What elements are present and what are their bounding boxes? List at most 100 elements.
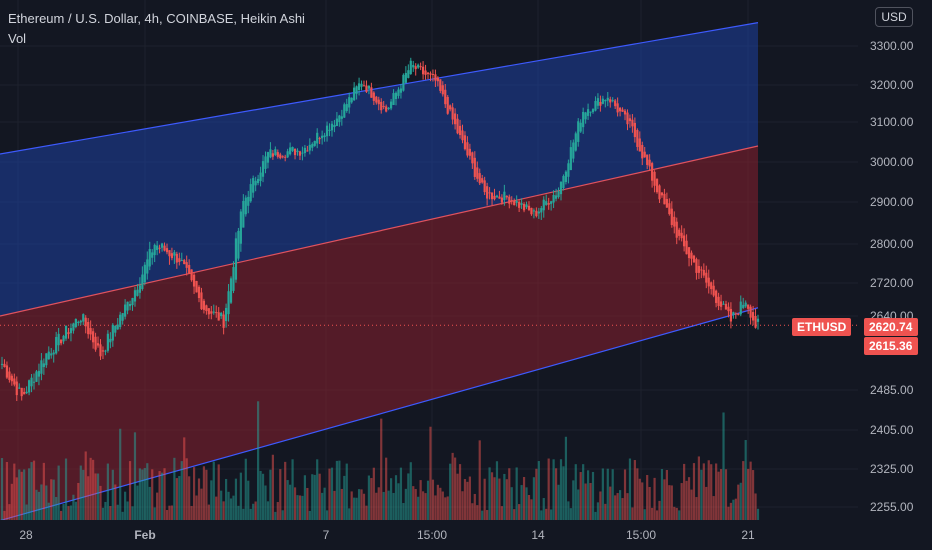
candle-body — [542, 199, 545, 211]
candle-body — [79, 320, 82, 323]
candle-body — [596, 98, 600, 106]
time-axis-bg — [0, 520, 932, 550]
candle-body — [148, 249, 151, 267]
candle-body — [343, 104, 346, 118]
volume-bar — [119, 428, 122, 520]
candle-body — [574, 133, 577, 151]
volume-bar — [601, 468, 604, 520]
candle-body — [269, 149, 272, 158]
volume-bar — [702, 463, 705, 520]
channel-lower-band — [0, 146, 758, 521]
volume-bar — [643, 509, 646, 520]
volume-bar — [244, 458, 247, 520]
channel-middle-line — [0, 145, 759, 317]
candle-body — [138, 285, 142, 293]
volume-bar — [124, 491, 127, 520]
candle-body — [441, 85, 444, 95]
candle-body — [532, 210, 536, 212]
volume-bar — [594, 511, 597, 520]
volume-indicator-label[interactable]: Vol — [8, 31, 27, 46]
volume-bar — [412, 486, 415, 520]
candle-body — [222, 314, 225, 328]
candle-body — [490, 192, 494, 200]
candle-body — [399, 88, 403, 93]
volume-bar — [742, 461, 745, 520]
candle-body — [158, 247, 161, 249]
volume-bar — [493, 477, 496, 520]
candle-body — [151, 252, 154, 258]
volume-bar — [409, 462, 412, 520]
candle-body — [488, 192, 491, 194]
candle-body — [525, 204, 528, 208]
symbol-title[interactable]: Ethereum / U.S. Dollar, 4h, COINBASE, He… — [8, 11, 305, 26]
price-tick-label: 2900.00 — [870, 195, 914, 209]
candle-body — [518, 201, 521, 208]
volume-bar — [264, 485, 267, 520]
candle-body — [25, 391, 28, 394]
candle-body — [562, 176, 565, 189]
volume-bar — [446, 496, 449, 520]
candle-body — [77, 321, 80, 324]
candle-body — [249, 184, 252, 202]
volume-bar — [429, 426, 432, 520]
candle-body — [582, 111, 585, 128]
candle-body — [284, 156, 287, 158]
volume-bar — [316, 459, 319, 520]
volume-bar — [0, 458, 4, 520]
candle-body — [200, 292, 203, 310]
volume-bar — [47, 502, 50, 520]
volume-bar — [486, 510, 489, 520]
time-tick-label: 14 — [531, 528, 545, 542]
candle-body — [527, 205, 531, 210]
candle-body — [119, 314, 122, 327]
candle-body — [74, 318, 77, 328]
candle-body — [192, 274, 196, 287]
candle-body — [10, 375, 13, 382]
volume-bar — [197, 478, 201, 520]
candle-body — [365, 85, 368, 92]
volume-bar — [468, 476, 471, 520]
candle-body — [668, 203, 671, 215]
volume-bar — [717, 471, 720, 520]
candle-body — [133, 290, 137, 302]
price-tick-label: 2800.00 — [870, 237, 914, 251]
volume-bar — [532, 477, 536, 520]
candle-body — [586, 109, 590, 116]
candle-body — [247, 196, 250, 206]
volume-bar — [611, 469, 614, 520]
volume-bar — [641, 482, 644, 520]
volume-bar — [653, 477, 656, 520]
volume-bar — [751, 470, 755, 520]
volume-bar — [84, 451, 87, 520]
candle-body — [702, 269, 705, 276]
volume-bar — [530, 499, 533, 520]
candle-body — [414, 66, 417, 70]
volume-bar — [202, 466, 206, 520]
candle-body — [375, 96, 378, 103]
volume-bar — [695, 497, 698, 520]
time-tick-label: Feb — [134, 528, 155, 542]
candle-body — [345, 104, 348, 111]
candle-body — [313, 141, 316, 146]
candle-body — [286, 151, 289, 158]
volume-bar — [380, 418, 383, 520]
candle-body — [510, 200, 513, 202]
candle-body — [92, 331, 95, 343]
volume-bar — [473, 493, 476, 520]
candle-body — [409, 60, 412, 75]
volume-bar — [636, 468, 639, 520]
candle-body — [217, 312, 220, 321]
candle-body — [461, 130, 464, 141]
volume-bar — [382, 491, 385, 520]
volume-bar — [419, 480, 422, 520]
candle-body — [84, 317, 87, 327]
volume-bar — [52, 479, 55, 520]
candle-body — [589, 111, 592, 113]
volume-bar — [421, 491, 425, 520]
candle-body — [126, 301, 129, 311]
volume-bar — [458, 464, 462, 520]
volume-bar — [57, 465, 60, 520]
currency-button[interactable]: USD — [875, 7, 913, 27]
volume-bar — [756, 508, 760, 520]
